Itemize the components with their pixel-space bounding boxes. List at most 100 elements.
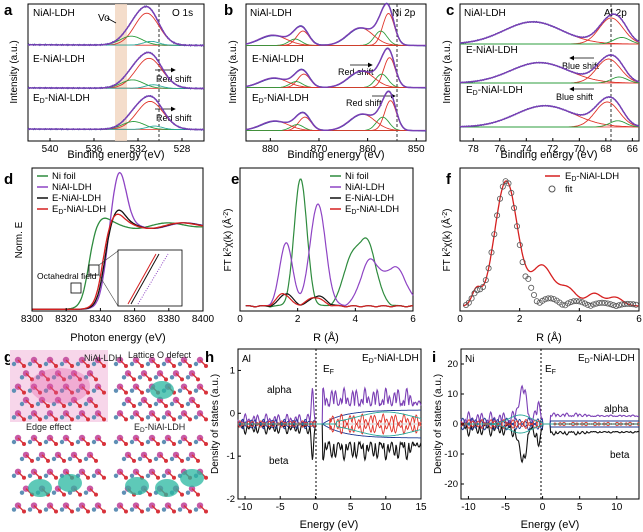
charge-density-lobe [155, 479, 179, 497]
vo-pointer [106, 17, 117, 24]
x-axis-label: Binding energy (eV) [67, 149, 164, 161]
fit-point [601, 299, 608, 306]
panel-f: f ED-NiAl-LDH fit 0 2 4 6 R (Å) FT k2χ(k) (… [440, 167, 642, 344]
fit-point [559, 301, 566, 308]
hydrogen-atom [59, 439, 65, 445]
panel-i: i Ni ED-NiAl-LDH EF alpha beta 20 10 0 -10 -… [432, 348, 640, 531]
hydrogen-atom [153, 456, 159, 462]
oxygen-atom [94, 377, 98, 382]
hydrogen-atom [177, 388, 183, 393]
x-tick-label: 2 [295, 314, 301, 325]
legend-entry: ED-NiAl-LDH [565, 171, 619, 183]
dos-curves [237, 386, 422, 462]
oxygen-atom [124, 364, 128, 368]
legend-entry: ED-NiAl-LDH [52, 204, 106, 216]
oxygen-atom [196, 404, 200, 408]
oxygen-atom [46, 404, 50, 408]
x-tick-label: 540 [42, 144, 59, 155]
oxygen-atom [172, 475, 176, 480]
oxygen-atom [132, 377, 136, 382]
x-tick-label: 72 [547, 144, 559, 155]
x-tick-label: -10 [461, 502, 476, 513]
hydrogen-atom [91, 439, 97, 445]
charge-density-lobe [30, 368, 90, 404]
x-axis-ticks: 0 2 4 6 [237, 308, 416, 325]
oxygen-atom [54, 442, 58, 446]
x-axis-ticks: 0 2 4 6 [457, 308, 642, 325]
oxygen-atom [102, 364, 106, 368]
oxygen-atom [124, 417, 128, 422]
fit-point [621, 301, 628, 308]
hydrogen-atom [75, 388, 81, 393]
oxygen-atom [38, 390, 42, 395]
inset [117, 249, 183, 307]
fit-point [599, 299, 606, 306]
oxygen-atom [148, 458, 152, 463]
x-tick-label: 850 [408, 144, 425, 155]
oxygen-atom [172, 417, 176, 422]
oxygen-atom [54, 364, 58, 368]
oxygen-atom [204, 390, 208, 395]
x-tick-label: 5 [577, 502, 583, 513]
x-tick-label: 5 [348, 502, 354, 513]
fit-point [465, 299, 472, 306]
oxygen-atom [102, 509, 106, 514]
oxygen-atom [86, 364, 90, 368]
hydrogen-atom [91, 507, 97, 512]
panel-g: g NiAl-LDH Lattice O defect Edge effect … [4, 349, 210, 516]
oxygen-atom [124, 390, 128, 395]
panel-label: b [224, 2, 233, 19]
hydrogen-atom [169, 375, 175, 380]
oxygen-atom [204, 364, 208, 368]
charge-density-lobe [125, 477, 149, 495]
structure-box [10, 428, 108, 516]
hydrogen-atom [11, 388, 17, 393]
envelope-fit [460, 96, 640, 128]
legend-entry: NiAl-LDH [52, 182, 92, 193]
oxygen-atom [124, 442, 128, 446]
dos-total [237, 422, 422, 462]
hydrogen-atom [145, 388, 151, 393]
oxygen-atom [70, 390, 74, 395]
fit-point [511, 204, 518, 211]
hydrogen-atom [51, 401, 57, 407]
fit-point [488, 249, 495, 256]
oxygen-atom [204, 475, 208, 480]
component-peak [246, 100, 426, 132]
fit-point [550, 296, 557, 303]
fit-point [624, 300, 631, 307]
hydrogen-atom [145, 473, 151, 478]
hydrogen-atom [51, 490, 57, 495]
x-tick-label: 70 [574, 144, 586, 155]
oxygen-atom [86, 475, 90, 480]
x-tick-label: 68 [600, 144, 612, 155]
hydrogen-atom [121, 375, 127, 380]
hydrogen-atom [177, 415, 183, 420]
fit-point [633, 301, 640, 308]
oxygen-atom [70, 417, 74, 422]
y-tick-label: 20 [447, 359, 458, 370]
shift-label: Red shift [346, 98, 382, 108]
x-axis-label: Binding energy (eV) [287, 149, 384, 161]
hydrogen-atom [75, 361, 81, 367]
shift-label: Red shift [156, 74, 192, 84]
x-axis-label: Photon energy (eV) [70, 332, 165, 344]
spin-label: beta [269, 456, 289, 467]
hydrogen-atom [169, 456, 175, 462]
x-tick-label: 0 [313, 502, 319, 513]
fit-point [514, 223, 521, 230]
annotation: Octahedral field [37, 271, 97, 281]
oxygen-atom [196, 492, 200, 497]
fit-point [607, 301, 614, 308]
hydrogen-atom [35, 375, 41, 380]
hydrogen-atom [27, 388, 33, 393]
fit-point [496, 195, 503, 202]
structure-caption: Lattice O defect [128, 350, 192, 360]
panel-label: h [205, 349, 214, 366]
hydrogen-atom [59, 361, 65, 367]
oxygen-atom [30, 377, 34, 382]
spin-label: alpha [604, 404, 629, 415]
hydrogen-atom [137, 375, 143, 380]
hydrogen-atom [193, 415, 199, 420]
plot-frame [245, 3, 427, 142]
